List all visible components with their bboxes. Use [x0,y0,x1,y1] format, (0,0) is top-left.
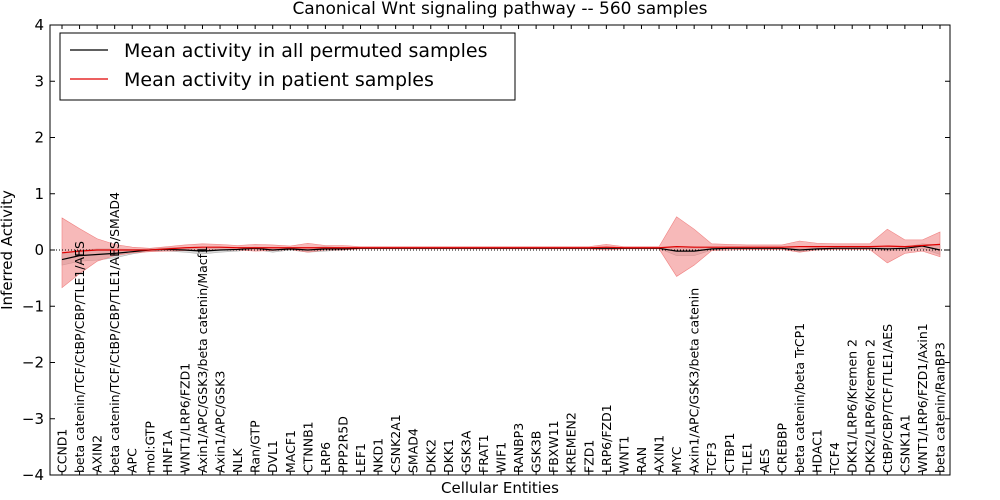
x-tick-label: DKK1/LRP6/Kremen 2 [845,339,860,473]
x-tick-label: RANBP3 [511,423,526,473]
y-tick-label: 0 [34,241,44,259]
x-tick-label: CTBP1 [722,433,737,473]
y-tick-label: 3 [34,72,44,90]
x-tick-label: MYC [669,446,684,473]
x-tick-label: GSK3B [529,431,544,473]
y-tick-label: −1 [22,297,44,315]
x-tick-label: CtBP/CBP/TCF/TLE1/AES [880,324,895,473]
y-tick-label: 1 [34,185,44,203]
y-axis: −4 −3 −2 −1 0 1 2 3 4 [22,16,950,484]
x-tick-label: AXIN2 [90,435,105,473]
y-tick-label: −2 [22,354,44,372]
x-tick-label: CSNK2A1 [388,414,403,473]
series-lines [61,243,941,261]
x-tick-label: NLK [230,448,245,473]
legend: Mean activity in all permuted samples Mea… [59,32,516,101]
x-tick-label: CCND1 [55,429,70,473]
band-patient [61,216,941,289]
x-tick-label: CTNNB1 [300,421,315,473]
x-tick-label: SMAD4 [406,428,421,473]
x-tick-label: KREMEN2 [564,412,579,473]
x-tick-label: DKK2/LRP6/Kremen 2 [862,339,877,473]
x-tick-label: CREBBP [774,423,789,473]
x-tick-label: FBXW11 [546,420,561,473]
x-tick-label: RAN [634,447,649,473]
x-tick-label: WIF1 [494,442,509,473]
y-tick-label: 4 [34,16,44,34]
x-tick-label: FRAT1 [476,434,491,473]
x-tick-label: HNF1A [160,430,175,473]
legend-box [59,32,516,101]
x-tick-label: beta catenin/TCF/CtBP/CBP/TLE1/AES/SMAD4 [107,192,122,473]
x-tick-label: NKD1 [371,438,386,473]
x-tick-label: mol:GTP [142,421,157,473]
x-tick-label: WNT1/LRP6/FZD1 [177,363,192,473]
x-tick-label: MACF1 [283,430,298,473]
chart-title: Canonical Wnt signaling pathway -- 560 s… [292,0,707,19]
x-tick-label: Axin1/APC/GSK3 [213,371,228,473]
x-tick-label: GSK3A [458,430,473,473]
x-tick-label: beta catenin/TCF/CtBP/CBP/TLE1/AES [72,241,87,473]
legend-label: Mean activity in all permuted samples [124,40,487,62]
x-tick-label: LRP6 [318,442,333,473]
x-tick-label: DVL1 [265,440,280,473]
x-tick-label: Ran/GTP [248,420,263,473]
x-tick-label: beta catenin/RanBP3 [933,342,948,473]
legend-label: Mean activity in patient samples [124,69,434,91]
x-tick-label: LRP6/FZD1 [599,404,614,473]
x-tick-label: PPP2R5D [335,416,350,473]
x-tick-label: LEF1 [353,443,368,473]
y-tick-label: −3 [22,410,44,428]
y-tick-label: 2 [34,129,44,147]
x-tick-label: beta catenin/beta TrCP1 [792,323,807,473]
x-tick-label: AES [757,449,772,473]
x-tick-label: DKK2 [423,439,438,473]
x-tick-label: WNT1/LRP6/FZD1/Axin1 [915,323,930,473]
x-axis-title: Cellular Entities [441,479,559,497]
y-tick-label: −4 [22,466,44,484]
x-tick-label: WNT1 [616,436,631,473]
x-tick-label: TLE1 [739,443,754,474]
x-tick-label: TCF4 [827,442,842,474]
x-tick-label: DKK1 [441,439,456,473]
series-line-patient [61,243,941,254]
y-axis-title: Inferred Activity [0,190,16,310]
x-tick-label: Axin1/APC/GSK3/beta catenin/Macf1 [195,246,210,473]
x-tick-label: Axin1/APC/GSK3/beta catenin [687,288,702,473]
x-tick-label: CSNK1A1 [897,414,912,473]
x-tick-label: FZD1 [581,440,596,473]
x-tick-label: AXIN1 [652,435,667,473]
x-tick-label: APC [125,448,140,473]
x-tick-label: TCF3 [704,442,719,474]
x-axis: CCND1 beta catenin/TCF/CtBP/CBP/TLE1/AES A… [55,25,948,475]
x-tick-label: HDAC1 [810,429,825,473]
